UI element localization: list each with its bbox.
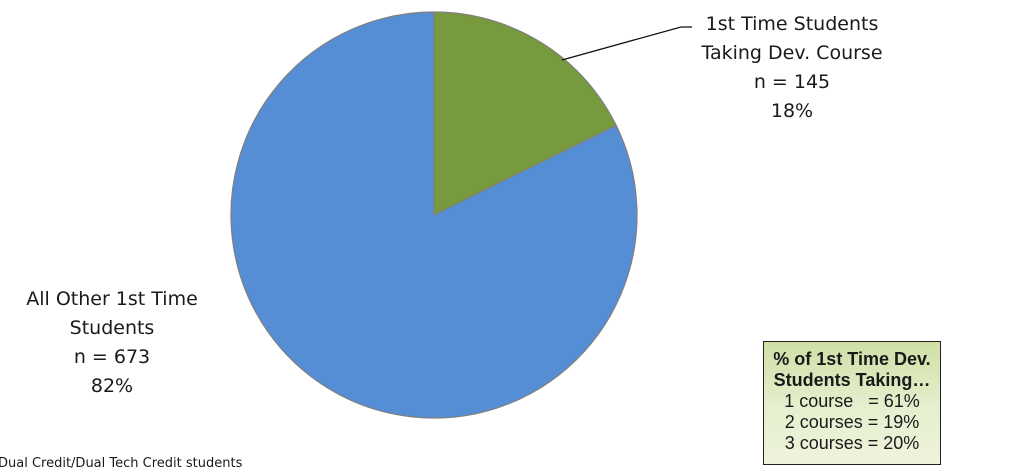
info-box-title-line-2: Students Taking… [773,370,931,390]
slice-label-other: All Other 1st Time Students n = 673 82% [0,285,232,401]
pie-slice-0 [433,11,617,216]
slice-label-other-percent: 82% [90,375,134,397]
info-box-line-3-courses: 3 courses = 20% [784,433,920,453]
slice-label-dev-line-1: 1st Time Students [705,13,879,35]
course-breakdown-box: % of 1st Time Dev. Students Taking… 1 co… [763,341,941,465]
slice-label-other-line-2: Students [69,317,155,339]
info-box-line-2-courses: 2 courses = 19% [784,412,920,432]
slice-label-dev-course: 1st Time Students Taking Dev. Course n =… [642,10,942,126]
slice-label-other-line-1: All Other 1st Time [26,288,198,310]
footnote: Dual Credit/Dual Tech Credit students [0,456,243,471]
info-box-title-line-1: % of 1st Time Dev. [773,349,931,369]
slice-label-other-count: n = 673 [73,346,151,368]
slice-label-dev-percent: 18% [770,100,814,122]
pie-slice-1 [230,11,638,419]
info-box-line-1-course: 1 course = 61% [784,391,920,411]
slice-label-dev-count: n = 145 [753,71,831,93]
leader-line-dev-course [561,26,692,61]
slice-label-dev-line-2: Taking Dev. Course [701,42,883,64]
